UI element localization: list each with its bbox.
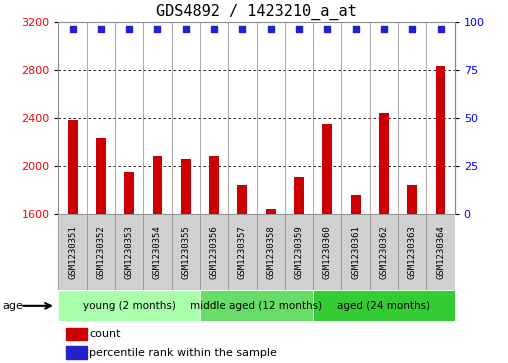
Text: age: age: [3, 301, 23, 311]
Text: GSM1230355: GSM1230355: [181, 225, 190, 279]
Bar: [313, 290, 455, 321]
Point: [380, 26, 388, 32]
Text: GSM1230357: GSM1230357: [238, 225, 247, 279]
Bar: [87, 214, 115, 290]
Bar: [96, 138, 106, 214]
Text: middle aged (12 months): middle aged (12 months): [190, 301, 323, 311]
Point: [295, 26, 303, 32]
Text: GSM1230361: GSM1230361: [351, 225, 360, 279]
Bar: [294, 177, 304, 214]
Text: count: count: [89, 329, 120, 339]
Bar: [68, 121, 78, 214]
Bar: [341, 214, 370, 290]
Bar: [370, 214, 398, 290]
Bar: [58, 290, 200, 321]
Bar: [237, 185, 247, 214]
Bar: [172, 214, 200, 290]
Text: GSM1230356: GSM1230356: [210, 225, 218, 279]
Text: percentile rank within the sample: percentile rank within the sample: [89, 347, 277, 358]
Text: young (2 months): young (2 months): [83, 301, 176, 311]
Point: [125, 26, 133, 32]
Bar: [181, 159, 190, 214]
Bar: [435, 66, 446, 214]
Bar: [115, 214, 143, 290]
Title: GDS4892 / 1423210_a_at: GDS4892 / 1423210_a_at: [156, 4, 357, 20]
Point: [352, 26, 360, 32]
Bar: [200, 214, 228, 290]
Bar: [266, 209, 276, 214]
Text: GSM1230358: GSM1230358: [266, 225, 275, 279]
Bar: [58, 214, 87, 290]
Bar: [209, 156, 219, 214]
Text: GSM1230359: GSM1230359: [295, 225, 303, 279]
Point: [153, 26, 162, 32]
Bar: [426, 214, 455, 290]
Text: GSM1230364: GSM1230364: [436, 225, 445, 279]
Text: GSM1230360: GSM1230360: [323, 225, 332, 279]
Bar: [228, 214, 257, 290]
Bar: [285, 214, 313, 290]
Text: GSM1230363: GSM1230363: [408, 225, 417, 279]
Point: [97, 26, 105, 32]
Point: [436, 26, 444, 32]
Bar: [257, 214, 285, 290]
Bar: [66, 327, 86, 340]
Text: GSM1230351: GSM1230351: [68, 225, 77, 279]
Bar: [379, 113, 389, 214]
Bar: [407, 185, 417, 214]
Text: aged (24 months): aged (24 months): [337, 301, 430, 311]
Bar: [323, 124, 332, 214]
Text: GSM1230362: GSM1230362: [379, 225, 389, 279]
Bar: [66, 346, 86, 359]
Bar: [313, 214, 341, 290]
Bar: [143, 214, 172, 290]
Point: [267, 26, 275, 32]
Bar: [124, 172, 134, 214]
Bar: [351, 195, 361, 214]
Text: GSM1230354: GSM1230354: [153, 225, 162, 279]
Text: GSM1230353: GSM1230353: [124, 225, 134, 279]
Point: [182, 26, 190, 32]
Bar: [398, 214, 426, 290]
Bar: [152, 156, 163, 214]
Point: [69, 26, 77, 32]
Point: [408, 26, 416, 32]
Point: [238, 26, 246, 32]
Bar: [200, 290, 313, 321]
Point: [323, 26, 331, 32]
Point: [210, 26, 218, 32]
Text: GSM1230352: GSM1230352: [97, 225, 105, 279]
